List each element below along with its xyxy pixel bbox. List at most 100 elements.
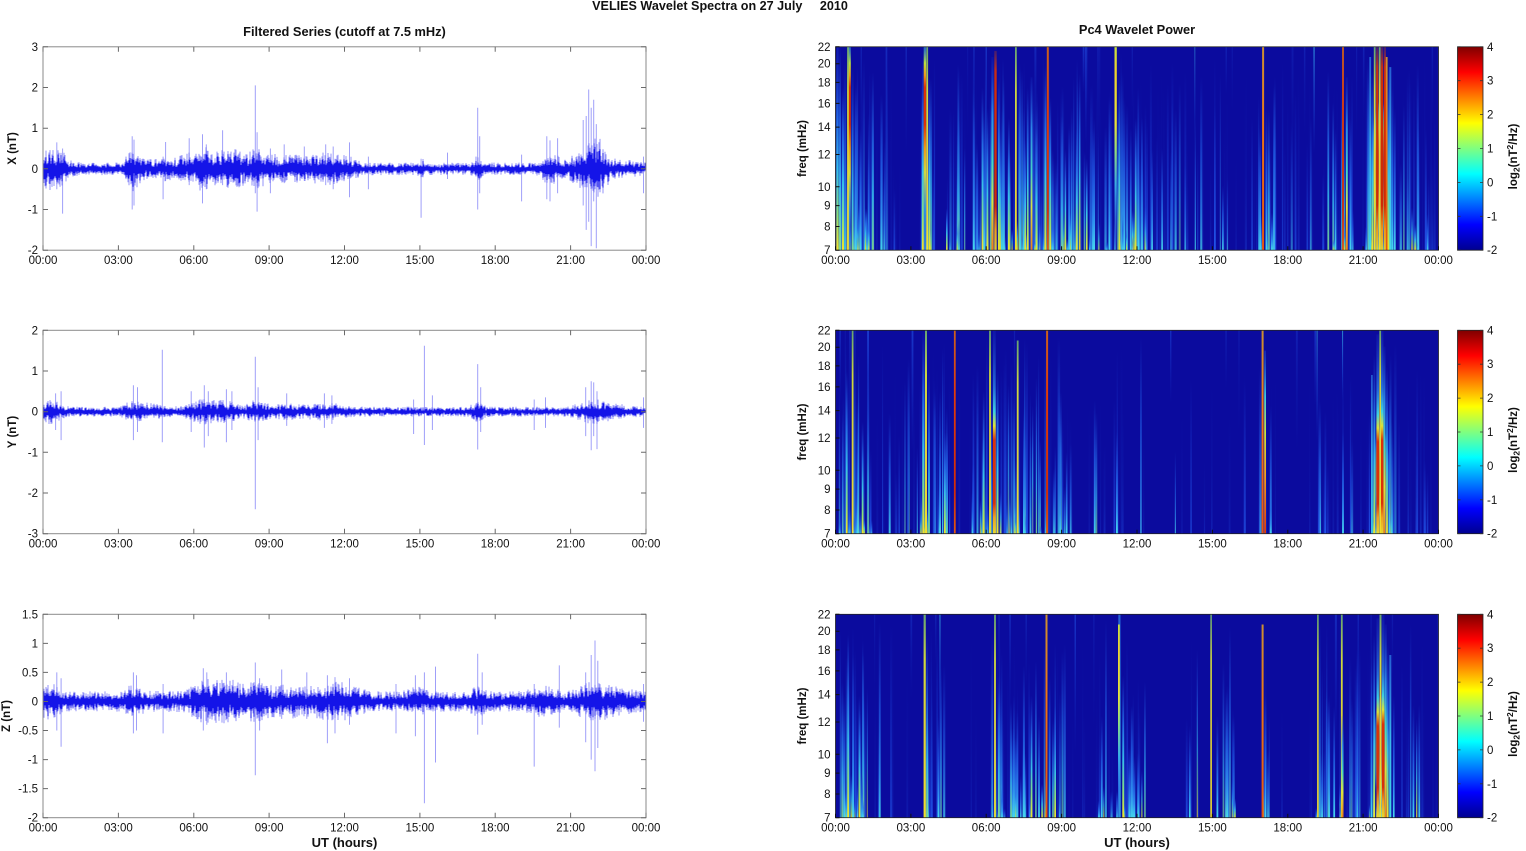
svg-text:4: 4 xyxy=(1487,609,1494,621)
svg-text:00:00: 00:00 xyxy=(1424,539,1453,551)
svg-text:1: 1 xyxy=(1487,144,1493,156)
svg-text:12:00: 12:00 xyxy=(1123,255,1152,267)
svg-text:18: 18 xyxy=(818,361,831,373)
svg-text:3: 3 xyxy=(1487,76,1493,88)
svg-text:09:00: 09:00 xyxy=(255,255,284,267)
svg-text:09:00: 09:00 xyxy=(1047,539,1076,551)
svg-text:12: 12 xyxy=(818,717,831,729)
svg-text:00:00: 00:00 xyxy=(1424,823,1453,835)
svg-text:UT (hours): UT (hours) xyxy=(312,835,378,850)
svg-text:Pc4 Wavelet Power: Pc4 Wavelet Power xyxy=(1079,22,1195,37)
svg-text:log2(nT2/Hz): log2(nT2/Hz) xyxy=(1505,407,1522,473)
svg-text:03:00: 03:00 xyxy=(897,539,926,551)
svg-text:log2(nT2/Hz): log2(nT2/Hz) xyxy=(1505,123,1522,189)
svg-text:1.5: 1.5 xyxy=(22,609,38,621)
svg-text:09:00: 09:00 xyxy=(255,539,284,551)
svg-text:Z (nT): Z (nT) xyxy=(1,700,13,732)
svg-text:0: 0 xyxy=(32,697,38,709)
svg-text:8: 8 xyxy=(824,505,830,517)
svg-text:0: 0 xyxy=(1487,461,1493,473)
svg-text:1: 1 xyxy=(32,638,38,650)
svg-text:18:00: 18:00 xyxy=(1273,823,1302,835)
svg-text:-2: -2 xyxy=(28,488,38,500)
svg-text:UT (hours): UT (hours) xyxy=(1104,835,1170,850)
svg-text:9: 9 xyxy=(824,484,830,496)
svg-text:log2(nT2/Hz): log2(nT2/Hz) xyxy=(1505,691,1522,757)
svg-text:18:00: 18:00 xyxy=(481,539,510,551)
svg-text:-1: -1 xyxy=(28,447,38,459)
svg-text:21:00: 21:00 xyxy=(1349,539,1378,551)
svg-text:06:00: 06:00 xyxy=(972,255,1001,267)
svg-text:7: 7 xyxy=(824,813,830,825)
svg-text:00:00: 00:00 xyxy=(1424,255,1453,267)
svg-text:1: 1 xyxy=(1487,711,1493,723)
svg-text:3: 3 xyxy=(1487,643,1493,655)
svg-text:00:00: 00:00 xyxy=(821,539,850,551)
svg-text:21:00: 21:00 xyxy=(1349,255,1378,267)
svg-text:16: 16 xyxy=(818,382,831,394)
svg-text:00:00: 00:00 xyxy=(632,539,661,551)
svg-text:10: 10 xyxy=(818,182,831,194)
svg-text:0: 0 xyxy=(32,164,38,176)
svg-text:06:00: 06:00 xyxy=(179,823,208,835)
svg-text:4: 4 xyxy=(1487,42,1494,54)
svg-text:12:00: 12:00 xyxy=(330,255,359,267)
svg-text:10: 10 xyxy=(818,465,831,477)
svg-text:16: 16 xyxy=(818,666,831,678)
svg-text:freq (mHz): freq (mHz) xyxy=(797,687,809,744)
svg-text:18:00: 18:00 xyxy=(481,823,510,835)
svg-text:-1: -1 xyxy=(1487,211,1497,223)
svg-text:0: 0 xyxy=(32,407,38,419)
svg-text:21:00: 21:00 xyxy=(556,539,585,551)
svg-text:7: 7 xyxy=(824,245,830,257)
svg-text:00:00: 00:00 xyxy=(632,255,661,267)
svg-text:-1: -1 xyxy=(1487,779,1497,791)
svg-text:21:00: 21:00 xyxy=(556,823,585,835)
svg-text:Filtered Series (cutoff at 7.5: Filtered Series (cutoff at 7.5 mHz) xyxy=(243,24,446,39)
svg-text:Y (nT): Y (nT) xyxy=(7,416,19,449)
svg-text:09:00: 09:00 xyxy=(1047,255,1076,267)
svg-text:9: 9 xyxy=(824,768,830,780)
svg-text:9: 9 xyxy=(824,201,830,213)
svg-text:16: 16 xyxy=(818,98,831,110)
svg-text:03:00: 03:00 xyxy=(104,823,133,835)
svg-text:03:00: 03:00 xyxy=(897,255,926,267)
svg-text:22: 22 xyxy=(818,609,831,621)
svg-text:2: 2 xyxy=(1487,110,1493,122)
svg-text:12:00: 12:00 xyxy=(330,539,359,551)
svg-text:-1: -1 xyxy=(1487,495,1497,507)
svg-text:22: 22 xyxy=(818,325,831,337)
svg-text:20: 20 xyxy=(818,342,831,354)
svg-text:00:00: 00:00 xyxy=(632,823,661,835)
svg-text:00:00: 00:00 xyxy=(821,255,850,267)
svg-text:15:00: 15:00 xyxy=(406,255,435,267)
svg-text:21:00: 21:00 xyxy=(1349,823,1378,835)
svg-text:18:00: 18:00 xyxy=(1273,255,1302,267)
svg-text:21:00: 21:00 xyxy=(556,255,585,267)
svg-text:0.5: 0.5 xyxy=(22,667,38,679)
svg-text:15:00: 15:00 xyxy=(1198,539,1227,551)
svg-text:15:00: 15:00 xyxy=(406,539,435,551)
svg-text:00:00: 00:00 xyxy=(821,823,850,835)
svg-text:03:00: 03:00 xyxy=(104,255,133,267)
svg-text:18:00: 18:00 xyxy=(1273,539,1302,551)
svg-text:3: 3 xyxy=(1487,359,1493,371)
svg-text:18: 18 xyxy=(818,77,831,89)
svg-text:12:00: 12:00 xyxy=(1123,539,1152,551)
svg-text:20: 20 xyxy=(818,626,831,638)
svg-text:-2: -2 xyxy=(28,245,38,257)
svg-text:-0.5: -0.5 xyxy=(18,726,38,738)
svg-text:06:00: 06:00 xyxy=(972,823,1001,835)
svg-text:2: 2 xyxy=(32,325,38,337)
svg-text:03:00: 03:00 xyxy=(104,539,133,551)
svg-text:18:00: 18:00 xyxy=(481,255,510,267)
svg-text:15:00: 15:00 xyxy=(406,823,435,835)
svg-text:22: 22 xyxy=(818,42,831,54)
svg-text:14: 14 xyxy=(818,406,831,418)
svg-text:18: 18 xyxy=(818,645,831,657)
svg-text:06:00: 06:00 xyxy=(179,539,208,551)
svg-text:00:00: 00:00 xyxy=(29,539,58,551)
svg-text:-2: -2 xyxy=(1487,245,1497,257)
svg-text:1: 1 xyxy=(32,366,38,378)
svg-text:-1.5: -1.5 xyxy=(18,784,38,796)
